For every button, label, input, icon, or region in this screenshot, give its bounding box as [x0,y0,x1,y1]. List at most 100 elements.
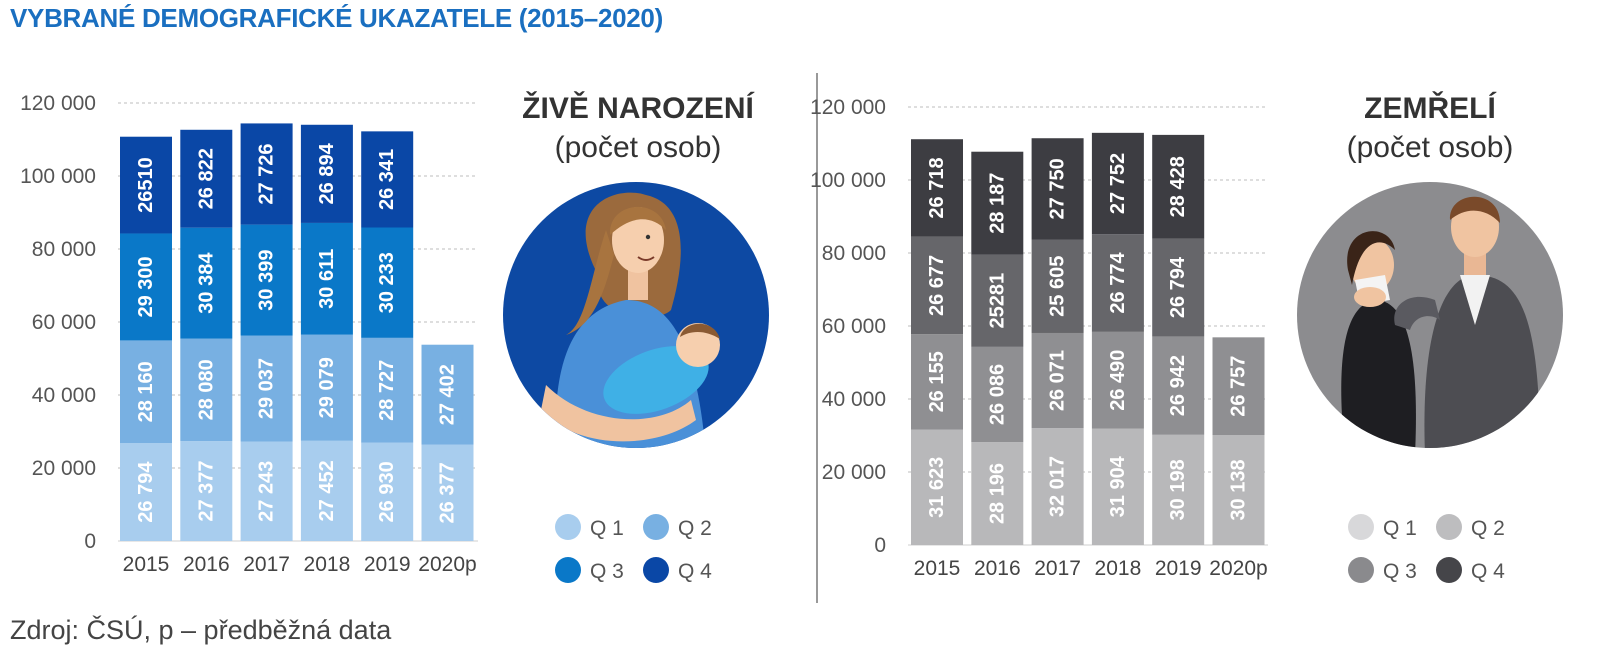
mourners-illustration [1297,182,1563,448]
deaths-legend-label: Q 2 [1471,517,1505,540]
deaths-ytick-label: 120 000 [810,96,886,119]
births-bar-2018-q4 [300,124,353,223]
deaths-xtick-label: 2015 [914,557,961,580]
deaths-bar-2018-q3 [1091,234,1144,332]
deaths-bar-label: 26 942 [1167,355,1189,416]
deaths-bar-label: 28 428 [1167,156,1189,217]
deaths-bar-2017-q2 [1031,332,1084,429]
deaths-bar-2016-q3 [971,254,1024,347]
births-bar-label: 27 402 [437,364,459,425]
births-ytick-label: 40 000 [32,384,96,407]
deaths-bar-2015-q1 [911,429,963,545]
deaths-bar-2016-q1 [971,442,1024,545]
deaths-bar-2017-q3 [1031,239,1084,333]
births-bar-2017-q1 [240,441,293,541]
deaths-bar-2018-q1 [1091,428,1144,545]
deaths-xtick-label: 2018 [1095,557,1142,580]
deaths-bar-2015-q2 [911,334,963,430]
deaths-ytick-label: 40 000 [822,388,886,411]
births-bar-2020p-q2 [421,344,474,445]
deaths-bar-label: 26 677 [926,255,948,316]
births-bar-label: 29 300 [135,256,157,317]
births-bar-2018-q3 [300,222,353,335]
deaths-bar-label: 26 757 [1228,356,1250,417]
births-legend-swatch-q2 [643,514,669,540]
births-bar-label: 27 452 [316,460,338,521]
births-bar-label: 28 080 [195,359,217,420]
births-bar-2019-q3 [361,227,414,338]
deaths-bar-label: 26 155 [926,351,948,412]
deaths-ytick-label: 80 000 [822,242,886,265]
deaths-bar-label: 28 187 [986,173,1008,234]
births-bar-2015-q2 [120,340,172,444]
births-bar-2015-q1 [120,443,172,541]
births-bar-2018-q2 [300,334,353,441]
deaths-bar-label: 26 718 [926,157,948,218]
births-legend-swatch-q1 [555,514,581,540]
births-bar-label: 27 726 [256,143,278,204]
births-chart-title: ŽIVĚ NAROZENÍ [522,91,754,125]
deaths-bar-2018-q4 [1091,132,1144,235]
births-bar-2016-q3 [180,227,233,339]
births-xtick-label: 2019 [364,553,411,576]
births-bar-2020p-q1 [421,444,474,541]
deaths-bar-label: 25 605 [1047,256,1069,317]
deaths-bar-2015-q3 [911,236,963,335]
births-bar-label: 29 079 [316,357,338,418]
mother-baby-illustration [503,182,769,448]
deaths-legend-label: Q 4 [1471,560,1505,583]
births-bar-label: 26 794 [135,461,157,523]
births-ytick-label: 60 000 [32,311,96,334]
deaths-bar-2019-q1 [1152,434,1205,545]
deaths-bar-label: 31 623 [926,457,948,518]
births-bar-label: 30 611 [316,249,338,309]
births-bar-label: 30 399 [256,250,278,311]
births-legend-label: Q 3 [590,560,624,583]
deaths-legend-label: Q 1 [1383,517,1417,540]
deaths-bar-label: 26 490 [1107,350,1129,411]
deaths-bar-label: 31 904 [1107,455,1129,517]
births-legend-swatch-q3 [555,557,581,583]
births-bar-label: 26 341 [376,149,398,210]
births-xtick-label: 2016 [183,553,230,576]
births-ytick-label: 120 000 [20,92,96,115]
births-bar-2016-q1 [180,441,233,541]
deaths-ytick-label: 20 000 [822,461,886,484]
deaths-bar-2019-q4 [1152,134,1205,239]
source-note: Zdroj: ČSÚ, p – předběžná data [10,615,392,645]
births-legend-label: Q 2 [678,517,712,540]
births-bar-label: 26 822 [195,148,217,209]
deaths-ytick-label: 100 000 [810,169,886,192]
deaths-bar-label: 30 138 [1228,459,1250,520]
deaths-bar-2016-q2 [971,346,1024,443]
deaths-legend-swatch-q1 [1348,514,1374,540]
deaths-xtick-label: 2019 [1155,557,1202,580]
births-bar-label: 29 037 [256,358,278,419]
births-ytick-label: 0 [84,530,96,553]
deaths-bar-2019-q2 [1152,336,1205,435]
births-bar-label: 27 377 [195,460,217,521]
births-bar-label: 30 233 [376,252,398,313]
births-bar-2018-q1 [300,440,353,541]
deaths-bar-2015-q4 [911,139,963,237]
deaths-ytick-label: 0 [874,534,886,557]
deaths-bar-label: 26 794 [1167,256,1189,318]
births-legend-label: Q 4 [678,560,712,583]
deaths-xtick-label: 2016 [974,557,1021,580]
deaths-bar-2017-q1 [1031,428,1084,545]
deaths-bar-label: 30 198 [1167,459,1189,520]
births-bar-2017-q4 [240,123,293,225]
births-ytick-label: 80 000 [32,238,96,261]
deaths-legend-swatch-q2 [1436,514,1462,540]
births-legend-swatch-q4 [643,557,669,583]
births-bar-2016-q4 [180,129,233,228]
deaths-bar-label: 32 017 [1047,456,1069,517]
births-bar-label: 28 160 [135,361,157,422]
deaths-bar-2016-q4 [971,151,1024,255]
births-bar-label: 27 243 [256,461,278,522]
divider [816,73,818,603]
deaths-legend-label: Q 3 [1383,560,1417,583]
deaths-xtick-label: 2020p [1209,557,1267,580]
births-bar-label: 26 377 [437,462,459,523]
deaths-chart-title: ZEMŘELÍ [1364,91,1496,125]
